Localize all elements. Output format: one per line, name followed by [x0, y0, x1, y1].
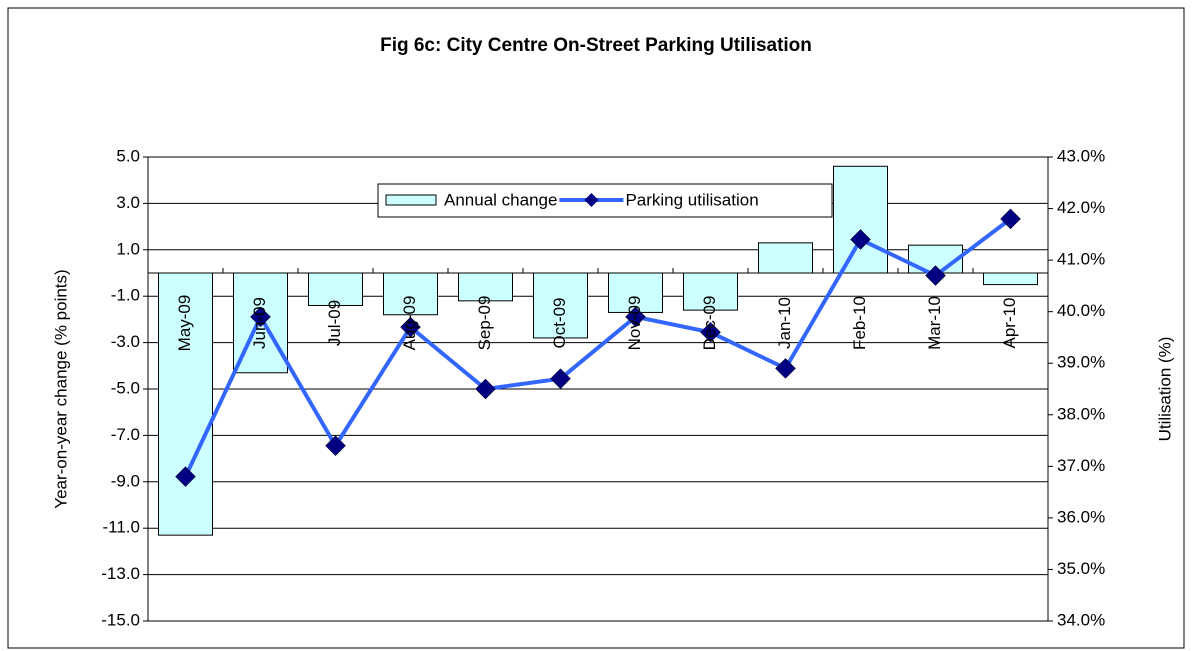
- y-tick-label: -7.0: [111, 425, 140, 444]
- bar: [608, 272, 663, 313]
- y-tick-label: 3.0: [116, 193, 140, 212]
- bar: [158, 272, 213, 536]
- x-tick-label: May-09: [175, 295, 194, 352]
- marker: [475, 378, 496, 400]
- y-tick-label: -3.0: [111, 332, 140, 351]
- x-tick-label: Feb-10: [850, 296, 869, 350]
- y2-tick-label: 34.0%: [1057, 610, 1105, 629]
- bar: [458, 272, 513, 302]
- x-tick-label: Dec-09: [700, 296, 719, 351]
- y2-tick-label: 39.0%: [1057, 353, 1105, 372]
- bar: [308, 272, 363, 306]
- marker: [925, 265, 946, 286]
- y2-tick-label: 42.0%: [1057, 198, 1105, 217]
- y2-tick-label: 38.0%: [1057, 404, 1105, 423]
- x-tick-label: Sep-09: [475, 296, 494, 351]
- line: [183, 217, 1012, 478]
- marker: [775, 358, 796, 379]
- legend-marker: [584, 193, 599, 207]
- marker: [400, 316, 421, 338]
- marker: [625, 306, 646, 328]
- bar: [833, 165, 888, 274]
- y2-tick-label: 43.0%: [1057, 146, 1105, 165]
- x-tick-label: Jan-10: [775, 297, 794, 349]
- chart-title: Fig 6c: City Centre On-Street Parking Ut…: [380, 35, 812, 56]
- legend: Annual change Parking utilisation: [377, 183, 833, 218]
- legend-label: Annual change: [444, 190, 557, 209]
- bar: [383, 272, 438, 316]
- marker: [325, 435, 346, 457]
- y-tick-label: -13.0: [101, 564, 140, 583]
- bar: [983, 272, 1038, 286]
- y-tick-label: -9.0: [111, 471, 140, 490]
- marker: [1000, 208, 1021, 230]
- y-tick-label: -5.0: [111, 378, 140, 397]
- y2-tick-label: 40.0%: [1057, 301, 1105, 320]
- y2-tick-label: 41.0%: [1057, 250, 1105, 269]
- y-axis-title: Year-on-year change (% points): [51, 269, 70, 508]
- y-tick-label: -11.0: [103, 518, 141, 537]
- x-tick-label: Oct-09: [550, 297, 569, 348]
- x-tick-label: Jun-09: [250, 297, 269, 349]
- y-tick-label: -1.0: [111, 286, 140, 305]
- y2-tick-label: 35.0%: [1057, 559, 1105, 578]
- bar: [533, 272, 588, 339]
- y-tick-label: 1.0: [116, 239, 140, 258]
- x-tick-label: Apr-10: [1000, 297, 1019, 348]
- marker: [850, 229, 871, 250]
- y2-axis-title: Utilisation (%): [1155, 337, 1174, 442]
- x-tick-label: Mar-10: [925, 296, 944, 350]
- marker: [250, 306, 271, 328]
- y2-tick-label: 36.0%: [1057, 507, 1105, 526]
- y-tick-label: 5.0: [116, 146, 140, 165]
- legend-swatch: [385, 194, 437, 206]
- legend-label: Parking utilisation: [625, 190, 758, 209]
- marker: [700, 321, 721, 343]
- x-tick-label: Nov-09: [625, 296, 644, 351]
- bar: [758, 242, 813, 274]
- x-tick-label: Jul-09: [325, 300, 344, 346]
- y-tick-label: -15.0: [101, 610, 140, 629]
- plot-area: [147, 156, 1049, 622]
- marker: [175, 466, 196, 487]
- x-tick-label: Aug-09: [400, 296, 419, 351]
- marker: [550, 368, 571, 390]
- bar: [683, 272, 738, 311]
- y2-tick-label: 37.0%: [1057, 456, 1105, 475]
